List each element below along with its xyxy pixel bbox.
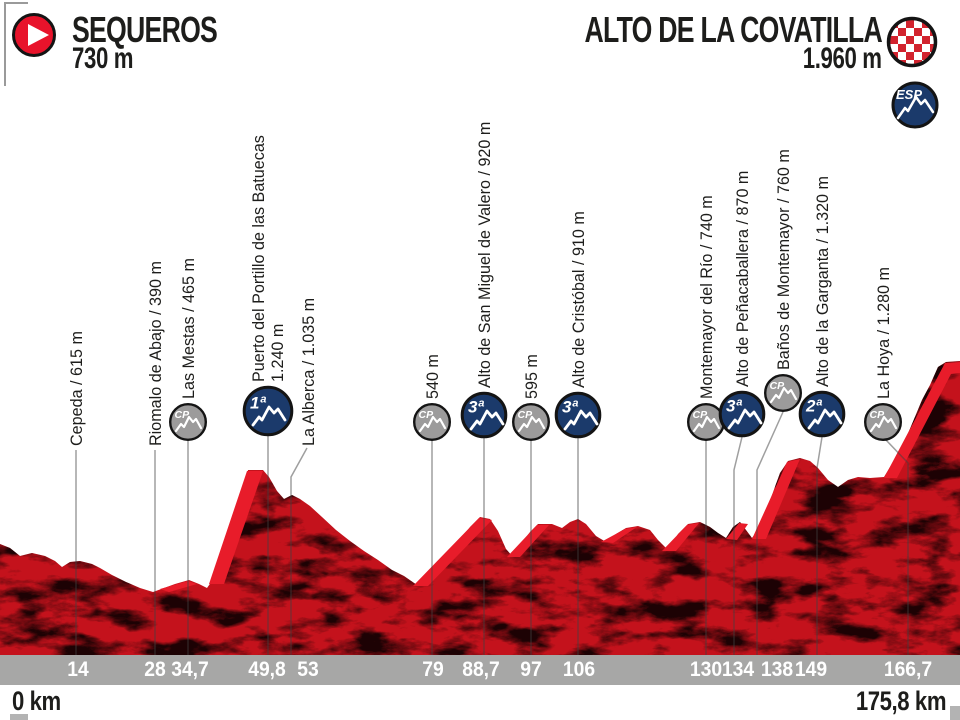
checkpoint-badge-icon: CP	[864, 403, 902, 441]
finish-flag-icon	[886, 16, 938, 68]
waypoint-label: Riomalo de Abajo / 390 m	[145, 261, 165, 446]
checkpoint-badge-icon: CP	[764, 374, 802, 412]
svg-text:CP: CP	[518, 409, 534, 421]
km-tick: 166,7	[883, 658, 933, 681]
waypoint-label: Montemayor del Río / 740 m	[696, 195, 716, 399]
start-altitude: 730 m	[72, 42, 134, 75]
waypoint-label: Las Mestas / 465 m	[178, 258, 198, 399]
waypoint-label: Puerto del Portillo de las Batuecas 1.240…	[249, 135, 287, 382]
km-tick: 79	[422, 658, 444, 681]
category-badge-icon: 3ª	[554, 391, 602, 439]
svg-text:CP: CP	[419, 409, 435, 421]
checkpoint-badge-icon: CP	[512, 403, 550, 441]
finish-name: ALTO DE LA COVATILLA	[584, 9, 883, 50]
km-tick: 130	[689, 658, 723, 681]
axis-end-label: 175,8 km	[855, 686, 947, 716]
km-tick: 134	[721, 658, 755, 681]
waypoint-label: 540 m	[422, 354, 442, 399]
svg-text:2ª: 2ª	[805, 397, 822, 416]
category-badge-icon: 3ª	[460, 391, 508, 439]
distance-bar: 14 28 34,7 49,8 53 79 88,7 97 106 130 134 138 149 166…	[0, 655, 960, 685]
svg-text:3ª: 3ª	[562, 398, 578, 417]
checkpoint-badge-icon: CP	[169, 403, 207, 441]
svg-text:3ª: 3ª	[468, 398, 484, 417]
km-tick: 34,7	[171, 658, 209, 681]
axis-start-label: 0 km	[12, 686, 61, 716]
waypoint-reference-lines	[75, 411, 909, 655]
category-badge-icon: 1ª	[242, 385, 294, 437]
finish-altitude: 1.960 m	[803, 42, 882, 75]
page-bottom-right-mark	[950, 706, 960, 720]
category-badge-icon: 3ª	[718, 390, 766, 438]
page-corner-mark	[4, 2, 28, 86]
waypoint-label: La Alberca / 1.035 m	[298, 297, 318, 446]
svg-text:CP: CP	[693, 409, 709, 421]
km-tick: 97	[520, 658, 542, 681]
category-badge-icon: 2ª	[798, 390, 846, 438]
country-badge-esp-icon: ESP	[891, 81, 939, 129]
km-tick: 149	[794, 658, 828, 681]
km-tick: 14	[67, 658, 89, 681]
km-tick: 49,8	[248, 658, 286, 681]
km-tick: 138	[760, 658, 794, 681]
waypoint-label: Alto de Peñacaballera / 870 m	[732, 170, 752, 387]
svg-text:3ª: 3ª	[726, 397, 742, 416]
svg-text:CP: CP	[175, 409, 191, 421]
svg-text:CP: CP	[870, 409, 886, 421]
km-tick: 53	[297, 658, 319, 681]
svg-text:CP: CP	[770, 380, 786, 392]
waypoint-label: La Hoya / 1.280 m	[873, 267, 893, 399]
waypoint-label: Baños de Montemayor / 760 m	[773, 149, 793, 370]
km-tick: 88,7	[462, 658, 500, 681]
checkpoint-badge-icon: CP	[413, 403, 451, 441]
start-name: SEQUEROS	[72, 9, 218, 50]
start-play-icon	[12, 13, 56, 57]
waypoint-label: 595 m	[521, 354, 541, 399]
waypoint-label: Alto de la Garganta / 1.320 m	[812, 176, 832, 387]
waypoint-label: Cepeda / 615 m	[66, 331, 86, 446]
checkpoint-badge-icon: CP	[687, 403, 725, 441]
page-bottom-left-mark	[10, 714, 28, 720]
waypoint-label: Alto de Cristóbal / 910 m	[568, 211, 588, 388]
terrain-silhouette	[0, 361, 960, 655]
km-tick: 28	[144, 658, 166, 681]
km-tick: 106	[562, 658, 596, 681]
waypoint-label: Alto de San Miguel de Valero / 920 m	[474, 121, 494, 388]
svg-text:1ª: 1ª	[250, 394, 266, 413]
